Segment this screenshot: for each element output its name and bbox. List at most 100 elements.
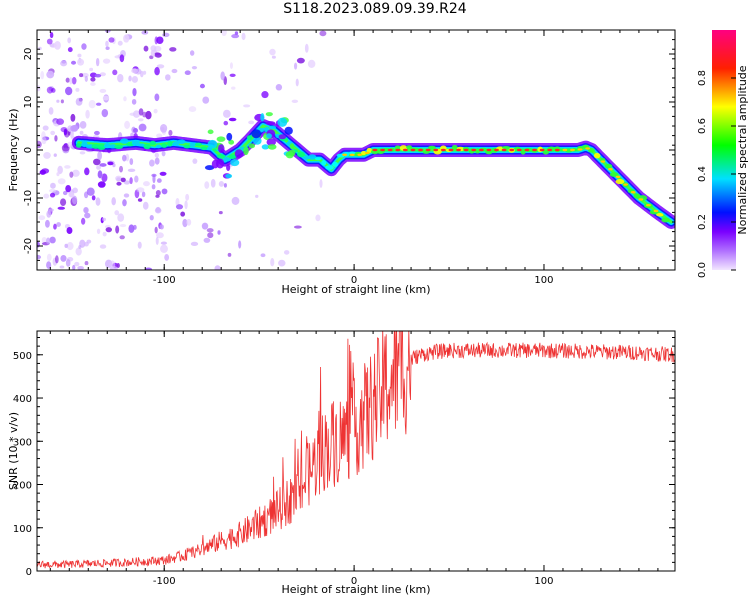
- noise-speck: [95, 197, 101, 206]
- ridge-turbulence-blob: [252, 136, 262, 145]
- ridge-blob: [542, 150, 550, 155]
- ridge-turbulence-blob: [284, 126, 293, 135]
- noise-speck: [99, 88, 107, 93]
- noise-speck: [145, 110, 152, 120]
- ridge-turbulence-blob: [211, 159, 219, 169]
- noise-speck: [160, 241, 168, 245]
- noise-speck: [70, 125, 78, 132]
- noise-speck: [64, 243, 69, 248]
- noise-speck: [97, 151, 103, 161]
- colorbar-gradient: [712, 30, 736, 270]
- noise-speck: [37, 85, 41, 92]
- ridge-hot-core: [562, 148, 568, 152]
- noise-speck: [154, 152, 159, 158]
- noise-speck: [127, 168, 136, 173]
- noise-speck: [229, 73, 236, 78]
- noise-speck: [42, 125, 49, 131]
- noise-speck: [91, 195, 96, 201]
- noise-speck: [99, 72, 106, 77]
- ridge-blob: [474, 148, 481, 154]
- noise-speck: [143, 45, 149, 52]
- ridge-blob: [183, 144, 191, 149]
- noise-speck: [159, 123, 168, 133]
- ridge-hot-core: [539, 148, 545, 152]
- noise-speck: [102, 58, 111, 64]
- noise-speck: [131, 76, 138, 83]
- noise-speck: [46, 38, 53, 45]
- noise-speck: [164, 253, 170, 261]
- y-tick-label: 10: [23, 96, 34, 109]
- noise-speck: [54, 135, 58, 142]
- noise-speck: [319, 179, 323, 188]
- y-tick-label: -10: [23, 190, 34, 206]
- snr-ylabel: SNR (10 * v/v): [7, 412, 20, 490]
- noise-speck: [122, 199, 127, 207]
- ridge-hot-core: [630, 191, 636, 194]
- x-tick-label: 0: [351, 275, 357, 286]
- noise-speck: [293, 225, 302, 229]
- ridge-hot-core: [509, 148, 515, 152]
- noise-speck: [56, 172, 60, 177]
- colorbar-tick-label: 0.2: [697, 214, 708, 230]
- noise-speck: [296, 57, 305, 64]
- noise-speck: [220, 71, 226, 81]
- ridge-hot-core: [600, 160, 606, 163]
- noise-speck: [56, 99, 60, 103]
- noise-speck: [304, 43, 309, 53]
- ridge-turbulence-blob: [265, 121, 276, 126]
- noise-speck: [260, 253, 266, 258]
- ridge-hot-core: [501, 148, 507, 152]
- ridge-turbulence-blob: [277, 117, 288, 127]
- colorbar-label: Normalized spectral amplitude: [736, 65, 749, 234]
- ridge-hot-core: [448, 148, 454, 152]
- ridge-blob: [189, 142, 197, 147]
- noise-speck: [132, 110, 141, 118]
- ridge-blob: [137, 143, 146, 147]
- frequency-ridge: [71, 112, 675, 229]
- ridge-turbulence-blob: [289, 143, 295, 150]
- ridge-blob: [176, 139, 186, 145]
- ridge-hot-core: [395, 148, 401, 152]
- noise-speck: [154, 157, 160, 165]
- noise-speck: [49, 192, 56, 198]
- noise-speck: [221, 30, 227, 37]
- noise-speck: [207, 232, 214, 239]
- noise-speck: [65, 259, 71, 267]
- noise-speck: [56, 222, 61, 227]
- ridge-blob: [406, 145, 413, 150]
- noise-speck: [129, 112, 136, 116]
- ridge-blob: [228, 154, 237, 160]
- ridge-turbulence-blob: [226, 164, 231, 171]
- ridge-blob: [246, 135, 253, 141]
- noise-speck: [162, 32, 170, 38]
- noise-speck: [234, 31, 239, 36]
- ridge-turbulence-blob: [266, 138, 277, 146]
- ridge-hot-core: [456, 148, 461, 152]
- noise-speck: [217, 230, 221, 235]
- ridge-blob: [520, 148, 526, 155]
- ridge-blob: [656, 212, 664, 217]
- noise-speck: [182, 218, 188, 228]
- snr-ticks: -100 0 100 0 100 200 300 400 500: [13, 331, 675, 587]
- ridge-blob: [120, 138, 129, 144]
- colorbar-tick-label: 0.4: [697, 166, 708, 182]
- noise-speck: [105, 46, 110, 51]
- noise-speck: [149, 55, 154, 60]
- noise-speck: [46, 70, 55, 79]
- ridge-hot-core: [524, 148, 530, 152]
- noise-speck: [156, 133, 163, 138]
- noise-speck: [99, 163, 107, 167]
- ridge-turbulence-blob: [216, 136, 226, 142]
- noise-speck: [199, 83, 205, 89]
- ridge-blob: [661, 217, 670, 223]
- noise-speck: [72, 264, 76, 270]
- noise-speck: [95, 102, 102, 106]
- noise-speck: [41, 136, 47, 145]
- noise-speck: [92, 158, 101, 166]
- noise-speck: [161, 150, 166, 157]
- noise-speck: [154, 67, 160, 76]
- ridge-blob: [588, 148, 595, 153]
- noise-speck: [115, 225, 120, 234]
- noise-speck: [125, 153, 130, 162]
- ridge-blob: [501, 145, 511, 150]
